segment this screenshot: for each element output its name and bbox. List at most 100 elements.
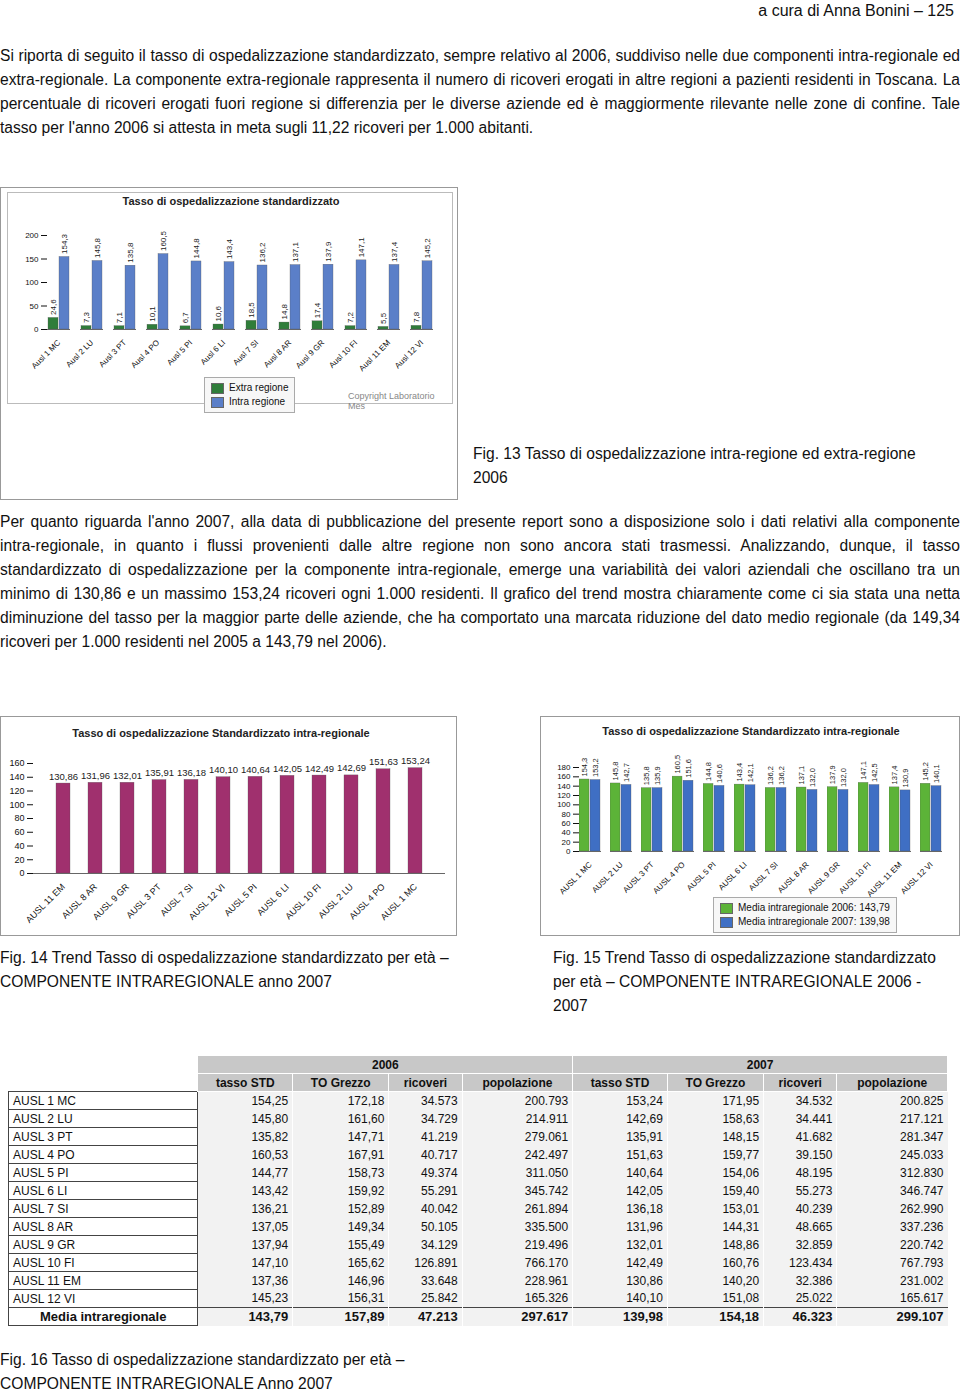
svg-text:Ausl 3 PT: Ausl 3 PT [97, 338, 128, 369]
svg-text:140,6: 140,6 [715, 764, 724, 783]
svg-text:Ausl 5 PI: Ausl 5 PI [165, 338, 194, 367]
svg-text:20: 20 [562, 838, 571, 847]
svg-text:135,8: 135,8 [642, 766, 651, 785]
svg-text:AUSL 5 PI: AUSL 5 PI [222, 882, 259, 919]
svg-text:Ausl 7 SI: Ausl 7 SI [231, 338, 260, 367]
svg-text:142,49: 142,49 [305, 763, 334, 774]
svg-text:7,1: 7,1 [115, 311, 124, 323]
svg-text:145,8: 145,8 [93, 237, 102, 258]
svg-text:Ausl 2 LU: Ausl 2 LU [64, 338, 95, 369]
svg-text:144,8: 144,8 [704, 762, 713, 781]
svg-text:AUSL 5 PI: AUSL 5 PI [685, 860, 718, 893]
svg-text:0: 0 [19, 868, 24, 878]
svg-text:AUSL 10 FI: AUSL 10 FI [283, 882, 323, 922]
svg-text:180: 180 [557, 763, 571, 772]
svg-text:136,2: 136,2 [777, 766, 786, 785]
svg-text:80: 80 [562, 810, 571, 819]
svg-text:10,6: 10,6 [214, 305, 223, 321]
svg-text:147,1: 147,1 [859, 761, 868, 780]
svg-text:136,18: 136,18 [177, 767, 206, 778]
svg-text:40: 40 [562, 828, 571, 837]
svg-text:135,91: 135,91 [145, 767, 174, 778]
svg-text:AUSL 11 EM: AUSL 11 EM [865, 860, 904, 899]
svg-text:5,5: 5,5 [379, 312, 388, 324]
svg-text:AUSL 2 LU: AUSL 2 LU [590, 860, 625, 895]
svg-text:120: 120 [9, 786, 24, 796]
svg-text:40: 40 [14, 841, 24, 851]
svg-text:10,1: 10,1 [148, 306, 157, 322]
svg-text:153,2: 153,2 [591, 758, 600, 777]
svg-text:Ausl 8 AR: Ausl 8 AR [262, 338, 293, 369]
svg-text:24,6: 24,6 [49, 299, 58, 315]
svg-text:100: 100 [25, 278, 39, 287]
svg-text:160,5: 160,5 [159, 230, 168, 251]
svg-text:7,2: 7,2 [346, 311, 355, 323]
svg-text:60: 60 [562, 819, 571, 828]
svg-text:140,10: 140,10 [209, 764, 238, 775]
svg-text:145,2: 145,2 [423, 238, 432, 259]
svg-text:135,8: 135,8 [126, 242, 135, 263]
svg-text:136,2: 136,2 [766, 766, 775, 785]
svg-text:144,8: 144,8 [192, 238, 201, 259]
svg-text:140: 140 [557, 782, 571, 791]
svg-text:AUSL 3 PT: AUSL 3 PT [124, 881, 163, 920]
svg-text:142,05: 142,05 [273, 763, 302, 774]
svg-text:14,8: 14,8 [280, 303, 289, 319]
svg-text:20: 20 [14, 855, 24, 865]
svg-text:AUSL 4 PO: AUSL 4 PO [651, 860, 686, 895]
svg-text:143,4: 143,4 [225, 239, 234, 260]
svg-text:160: 160 [557, 772, 571, 781]
svg-text:Ausl 12 VI: Ausl 12 VI [393, 338, 425, 370]
svg-text:151,63: 151,63 [369, 756, 398, 767]
svg-text:136,2: 136,2 [258, 242, 267, 263]
svg-text:AUSL 9 GR: AUSL 9 GR [806, 860, 842, 896]
svg-text:147,1: 147,1 [357, 237, 366, 258]
svg-text:130,9: 130,9 [901, 769, 910, 788]
svg-text:143,4: 143,4 [735, 763, 744, 782]
svg-text:142,69: 142,69 [337, 762, 366, 773]
svg-text:130,86: 130,86 [49, 771, 78, 782]
svg-text:137,4: 137,4 [890, 766, 899, 785]
svg-text:153,24: 153,24 [401, 755, 430, 766]
svg-text:137,9: 137,9 [324, 241, 333, 262]
svg-text:160: 160 [9, 758, 24, 768]
svg-text:50: 50 [30, 302, 39, 311]
svg-text:145,2: 145,2 [921, 762, 930, 781]
svg-text:160,5: 160,5 [673, 755, 682, 774]
svg-text:0: 0 [34, 325, 39, 334]
svg-text:0: 0 [566, 847, 571, 856]
svg-text:140,64: 140,64 [241, 764, 270, 775]
svg-text:60: 60 [14, 827, 24, 837]
svg-text:142,5: 142,5 [870, 763, 879, 782]
svg-text:AUSL 1 MC: AUSL 1 MC [558, 860, 594, 896]
svg-text:100: 100 [557, 800, 571, 809]
svg-text:154,3: 154,3 [60, 233, 69, 254]
svg-text:200: 200 [25, 231, 39, 240]
svg-text:132,01: 132,01 [113, 770, 142, 781]
svg-text:140: 140 [9, 772, 24, 782]
svg-text:Ausl 1 MC: Ausl 1 MC [30, 338, 63, 371]
svg-text:6,7: 6,7 [181, 312, 190, 324]
svg-text:AUSL 6 LI: AUSL 6 LI [717, 860, 749, 892]
svg-text:18,5: 18,5 [247, 302, 256, 318]
svg-text:135,9: 135,9 [653, 766, 662, 785]
svg-text:17,4: 17,4 [313, 302, 322, 318]
svg-text:142,7: 142,7 [622, 763, 631, 782]
svg-text:137,9: 137,9 [828, 765, 837, 784]
svg-text:137,1: 137,1 [291, 241, 300, 262]
svg-text:AUSL 12 VI: AUSL 12 VI [899, 860, 935, 896]
svg-text:132,0: 132,0 [839, 768, 848, 787]
svg-text:AUSL 12 VI: AUSL 12 VI [187, 882, 227, 922]
svg-text:Ausl 10 FI: Ausl 10 FI [327, 338, 359, 370]
svg-text:145,8: 145,8 [611, 762, 620, 781]
svg-text:AUSL 11 EM: AUSL 11 EM [24, 882, 67, 925]
svg-text:150: 150 [25, 255, 39, 264]
svg-text:137,1: 137,1 [797, 766, 806, 785]
svg-text:AUSL 1 MC: AUSL 1 MC [379, 881, 420, 922]
svg-text:Ausl 6 LI: Ausl 6 LI [199, 338, 227, 366]
svg-text:137,4: 137,4 [390, 241, 399, 262]
svg-text:142,1: 142,1 [746, 763, 755, 782]
svg-text:132,0: 132,0 [808, 768, 817, 787]
svg-text:80: 80 [14, 813, 24, 823]
svg-text:7,8: 7,8 [412, 311, 421, 323]
